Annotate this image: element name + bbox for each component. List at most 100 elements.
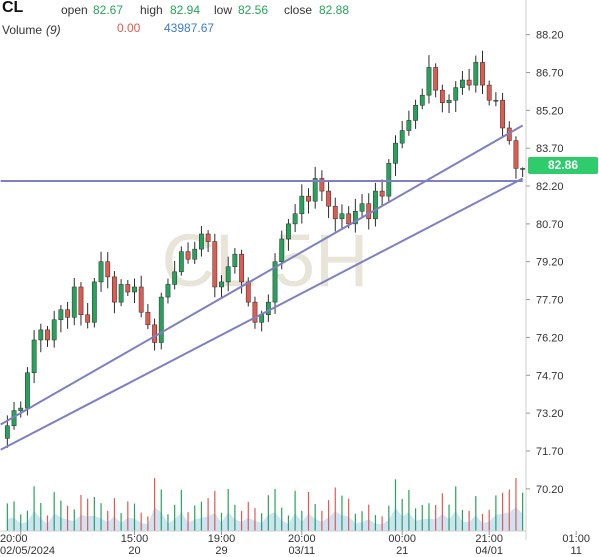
candle	[58, 305, 64, 333]
time-tick-label: 20:00	[288, 533, 316, 545]
candle-body-up	[58, 309, 64, 321]
candle-body-down	[433, 67, 439, 91]
candle-body-down	[346, 213, 352, 225]
candle-body-up	[299, 195, 305, 215]
candle-body-down	[65, 309, 70, 318]
volume-bar	[421, 504, 423, 531]
candle-body-up	[165, 284, 171, 298]
volume-bar	[361, 511, 363, 531]
candle	[513, 136, 519, 179]
symbol-label: CL	[2, 0, 24, 16]
candle	[446, 94, 452, 114]
time-axis: 20:0002/05/202415:002019:002920:0003/110…	[0, 530, 590, 557]
volume-bar	[341, 495, 343, 531]
volume-bar	[187, 512, 189, 531]
time-tick-label: 00:00	[388, 533, 416, 545]
price-tick-label: 85.20	[536, 105, 564, 117]
volume-bar	[287, 515, 290, 531]
volume-bar	[267, 495, 269, 531]
candle-body-down	[45, 329, 50, 341]
candle-body-down	[326, 190, 331, 207]
candle-body-down	[513, 140, 519, 169]
candle-body-down	[379, 190, 385, 197]
candle-body-down	[252, 301, 258, 323]
candle	[466, 68, 472, 91]
candle	[486, 80, 492, 106]
volume-bar	[153, 478, 156, 531]
candle	[286, 219, 291, 251]
volume-bar	[120, 513, 122, 531]
candle-body-up	[413, 105, 418, 121]
volume-bar	[321, 510, 323, 531]
candle-body-up	[118, 284, 124, 303]
candle-body-up	[232, 253, 238, 268]
candle	[185, 242, 191, 264]
volume-bar	[87, 498, 89, 531]
candle-body-up	[279, 238, 285, 262]
candle	[352, 198, 358, 233]
date-tick-label: 20	[128, 545, 140, 557]
volume-label: Volume	[2, 23, 43, 37]
candle	[45, 326, 50, 347]
volume-bar	[133, 503, 136, 531]
volume-bar	[194, 505, 196, 531]
date-tick-label: 04/01	[475, 545, 503, 557]
volume-bar	[33, 486, 35, 531]
candle	[165, 278, 171, 304]
volume-bar	[468, 510, 470, 531]
low-label: low	[214, 3, 233, 17]
volume-bar	[60, 500, 62, 531]
time-tick-label: 20:00	[0, 533, 28, 545]
candle	[125, 279, 131, 296]
candle-body-down	[319, 178, 325, 192]
volume-bar	[13, 501, 15, 531]
candle-body-down	[466, 79, 472, 86]
candle-body-up	[339, 213, 345, 220]
candle-body-down	[245, 281, 251, 303]
candle	[158, 292, 164, 350]
volume-panel	[6, 478, 524, 531]
volume-bar	[167, 514, 169, 531]
volume-bar	[261, 513, 263, 531]
date-tick-label: 03/11	[288, 545, 315, 557]
volume-bar	[254, 508, 256, 531]
candle-body-up	[38, 329, 44, 341]
candle-body-up	[178, 251, 184, 273]
volume-bar	[214, 491, 216, 531]
candle	[118, 279, 124, 307]
candle	[379, 179, 385, 207]
candle	[359, 194, 365, 219]
candle-body-up	[265, 301, 271, 315]
candle	[319, 170, 325, 202]
volume-bar	[40, 502, 42, 531]
candle-body-up	[446, 99, 452, 104]
price-tick-label: 70.20	[536, 484, 564, 496]
candle	[51, 310, 57, 348]
volume-bar	[247, 501, 249, 531]
volume-bar	[394, 479, 397, 531]
candle-body-down	[205, 233, 211, 242]
candle-body-down	[145, 311, 151, 326]
candle	[299, 184, 305, 224]
trendlines[interactable]	[0, 124, 524, 451]
candle	[178, 246, 184, 276]
candle-body-up	[386, 163, 392, 197]
volume-bar	[100, 503, 102, 531]
price-tick-label: 88.20	[536, 30, 564, 42]
volume-bar	[147, 516, 149, 531]
volume-change: 0.00	[117, 21, 141, 35]
volume-bar	[428, 503, 430, 531]
volume-bar	[180, 489, 182, 531]
date-tick-label: 21	[396, 545, 408, 557]
candle	[406, 110, 412, 136]
candle	[399, 120, 405, 149]
candle	[192, 241, 198, 264]
date-tick-label: 29	[215, 545, 227, 557]
volume-bar	[281, 507, 283, 531]
candle	[212, 233, 218, 298]
candle-body-up	[359, 203, 365, 212]
close-value: 82.88	[319, 3, 350, 17]
candle	[232, 248, 238, 274]
